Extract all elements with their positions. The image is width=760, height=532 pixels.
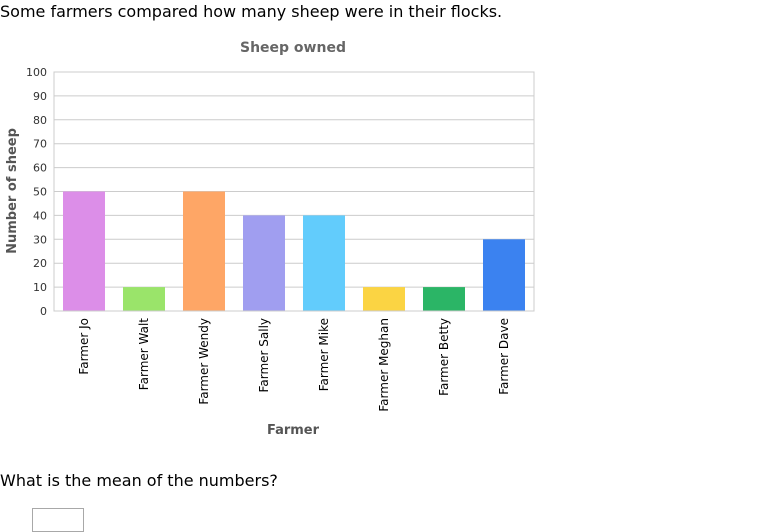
y-axis-ticks: 0 10 20 30 40 50 60 70 80 90 100	[26, 66, 47, 318]
bar	[183, 191, 225, 311]
y-tick-label: 40	[33, 209, 47, 222]
y-tick-label: 50	[33, 186, 47, 199]
y-tick-label: 100	[26, 66, 47, 79]
chart-title: Sheep owned	[240, 40, 346, 56]
bar	[363, 287, 405, 311]
y-tick-label: 70	[33, 138, 47, 151]
intro-text: Some farmers compared how many sheep wer…	[0, 2, 503, 21]
y-tick-label: 30	[33, 233, 47, 246]
x-tick-label: Farmer Mike	[317, 318, 331, 391]
x-tick-label: Farmer Dave	[497, 318, 511, 395]
x-tick-label: Farmer Jo	[77, 318, 91, 375]
x-tick-label: Farmer Walt	[137, 318, 151, 390]
y-tick-label: 80	[33, 114, 47, 127]
y-tick-label: 0	[40, 305, 47, 318]
x-tick-label: Farmer Meghan	[377, 318, 391, 412]
bar	[63, 191, 105, 311]
question-text: What is the mean of the numbers?	[0, 471, 278, 490]
x-axis-label: Farmer	[267, 423, 320, 438]
bars	[63, 191, 525, 311]
bar	[423, 287, 465, 311]
plot-frame	[53, 71, 535, 312]
bar	[243, 215, 285, 311]
y-tick-label: 10	[33, 281, 47, 294]
bar	[303, 215, 345, 311]
y-tick-label: 60	[33, 162, 47, 175]
y-tick-label: 20	[33, 257, 47, 270]
x-tick-label: Farmer Betty	[437, 318, 451, 396]
x-axis-ticks: Farmer Jo Farmer Walt Farmer Wendy Farmer S…	[77, 318, 511, 412]
bar	[483, 239, 525, 311]
bar	[123, 287, 165, 311]
y-axis-label: Number of sheep	[5, 128, 20, 254]
x-tick-label: Farmer Wendy	[197, 318, 211, 405]
bar-chart: Sheep owned 0 10 20 30 40 50 60 70 80 90 100 Farme…	[5, 40, 535, 438]
x-tick-label: Farmer Sally	[257, 318, 271, 392]
y-tick-label: 90	[33, 90, 47, 103]
answer-input[interactable]	[32, 508, 84, 532]
grid-lines	[54, 95, 534, 288]
